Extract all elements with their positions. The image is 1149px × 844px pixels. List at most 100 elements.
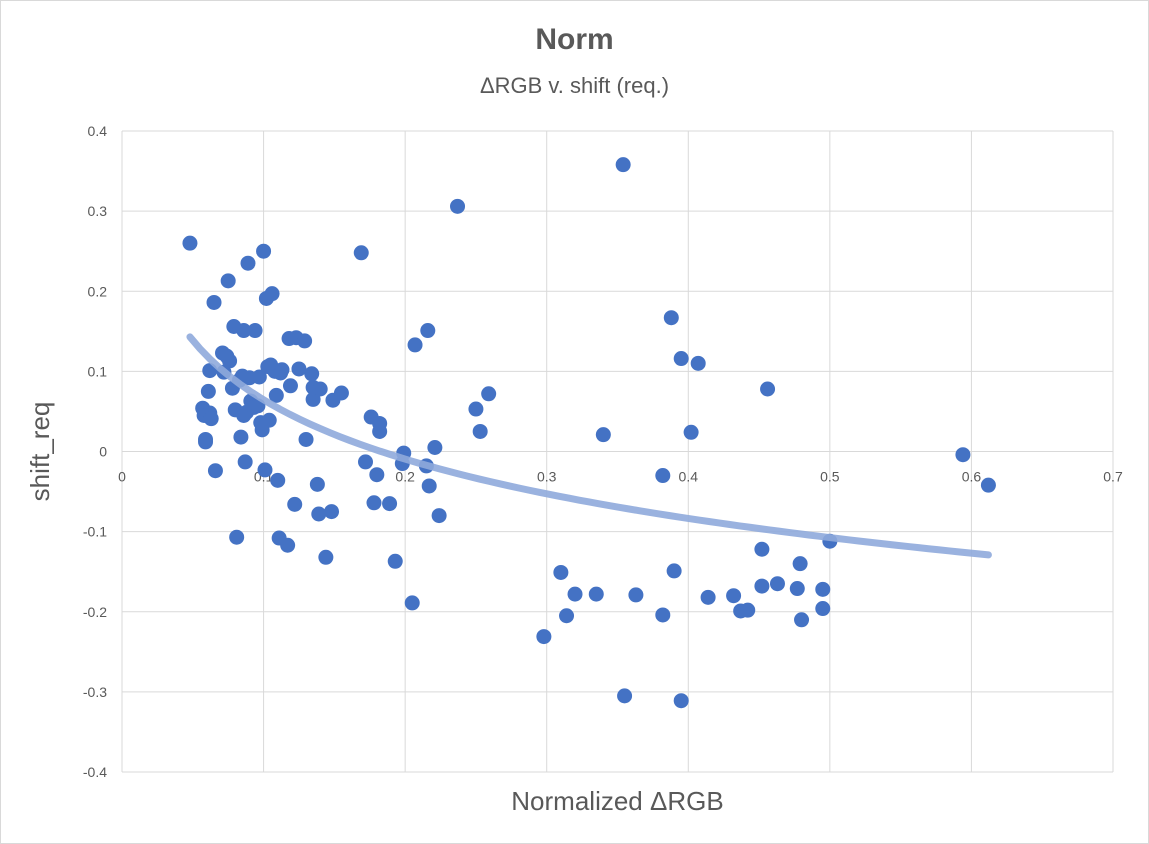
data-point	[683, 424, 699, 440]
data-point	[655, 607, 671, 623]
y-axis-title: shift_req	[25, 402, 55, 502]
data-point	[291, 361, 307, 377]
data-point	[655, 468, 671, 484]
data-point	[481, 386, 497, 402]
data-point	[369, 467, 385, 483]
data-point	[318, 549, 334, 565]
data-point	[311, 506, 327, 522]
data-point	[182, 235, 198, 251]
chart-title: Norm	[535, 23, 614, 56]
data-point	[407, 337, 423, 353]
data-point	[553, 564, 569, 580]
data-point	[220, 273, 236, 289]
data-point	[815, 601, 831, 617]
data-point	[754, 541, 770, 557]
data-point	[256, 243, 272, 259]
data-point	[198, 434, 214, 450]
x-axis-title: Normalized ΔRGB	[511, 786, 723, 816]
y-tick-label: -0.1	[83, 524, 107, 540]
x-tick-label: 0.3	[537, 469, 557, 485]
x-tick-label: 0.4	[679, 469, 699, 485]
data-point	[588, 586, 604, 602]
data-point	[628, 587, 644, 603]
data-point	[760, 381, 776, 397]
x-tick-label: 0.6	[962, 469, 982, 485]
data-point	[237, 454, 253, 470]
data-point	[468, 401, 484, 417]
data-point	[420, 323, 436, 339]
data-point	[366, 495, 382, 511]
data-point	[789, 581, 805, 597]
x-tick-label: 0.2	[395, 469, 415, 485]
data-point	[794, 612, 810, 628]
y-tick-label: 0.3	[88, 203, 108, 219]
data-point	[615, 157, 631, 173]
data-point	[421, 478, 437, 494]
data-point	[229, 529, 245, 545]
y-tick-label: -0.4	[83, 764, 107, 780]
data-point	[324, 504, 340, 520]
data-point	[559, 608, 575, 624]
data-point	[280, 537, 296, 553]
data-point	[404, 595, 420, 611]
data-point	[200, 383, 216, 399]
data-point	[792, 556, 808, 572]
y-tick-label: 0.2	[88, 283, 108, 299]
data-point	[663, 310, 679, 326]
data-point	[754, 578, 770, 594]
data-point	[257, 462, 273, 478]
data-points	[182, 157, 996, 709]
data-point	[980, 477, 996, 493]
data-point	[240, 255, 256, 271]
data-point	[673, 693, 689, 709]
data-point	[769, 576, 785, 592]
data-point	[298, 431, 314, 447]
y-tick-label: -0.3	[83, 684, 107, 700]
data-point	[690, 355, 706, 371]
data-point	[700, 589, 716, 605]
data-point	[740, 602, 756, 618]
data-point	[247, 323, 263, 339]
data-point	[666, 563, 682, 579]
data-point	[382, 496, 398, 512]
trendline	[186, 333, 992, 559]
data-point	[203, 411, 219, 427]
x-tick-label: 0.7	[1103, 469, 1123, 485]
y-tick-label: 0.4	[88, 123, 108, 139]
data-point	[207, 463, 223, 479]
data-point	[567, 586, 583, 602]
y-tick-label: 0	[99, 444, 107, 460]
data-point	[333, 385, 349, 401]
data-point	[595, 427, 611, 443]
data-point	[268, 387, 284, 403]
trendline-path	[186, 333, 992, 559]
data-point	[233, 429, 249, 445]
data-point	[297, 333, 313, 349]
data-point	[251, 369, 267, 385]
data-point	[617, 688, 633, 704]
data-point	[309, 476, 325, 492]
data-point	[955, 447, 971, 463]
data-point	[726, 588, 742, 604]
data-point	[353, 245, 369, 261]
data-point	[222, 353, 238, 369]
data-point	[206, 294, 222, 310]
data-point	[431, 508, 447, 524]
chart-subtitle: ΔRGB v. shift (req.)	[479, 73, 670, 98]
data-point	[358, 454, 374, 470]
data-point	[673, 351, 689, 367]
y-tick-label: -0.2	[83, 604, 107, 620]
data-point	[427, 439, 443, 455]
x-tick-label: 0.5	[820, 469, 840, 485]
data-point	[372, 415, 388, 431]
y-tick-label: 0.1	[88, 363, 108, 379]
data-point	[270, 472, 286, 488]
data-point	[450, 198, 466, 214]
grid-lines	[121, 130, 1114, 773]
data-point	[387, 553, 403, 569]
data-point	[261, 412, 277, 428]
data-point	[472, 423, 488, 439]
data-point	[312, 381, 328, 397]
